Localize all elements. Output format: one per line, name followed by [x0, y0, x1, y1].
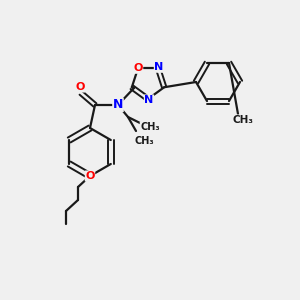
Text: N: N: [113, 98, 123, 112]
Text: N: N: [154, 62, 164, 72]
Text: CH₃: CH₃: [134, 136, 154, 146]
Text: O: O: [75, 82, 85, 92]
Text: CH₃: CH₃: [140, 122, 160, 132]
Text: O: O: [85, 171, 95, 181]
Text: CH₃: CH₃: [232, 115, 254, 125]
Text: N: N: [144, 95, 154, 105]
Text: O: O: [133, 63, 143, 73]
